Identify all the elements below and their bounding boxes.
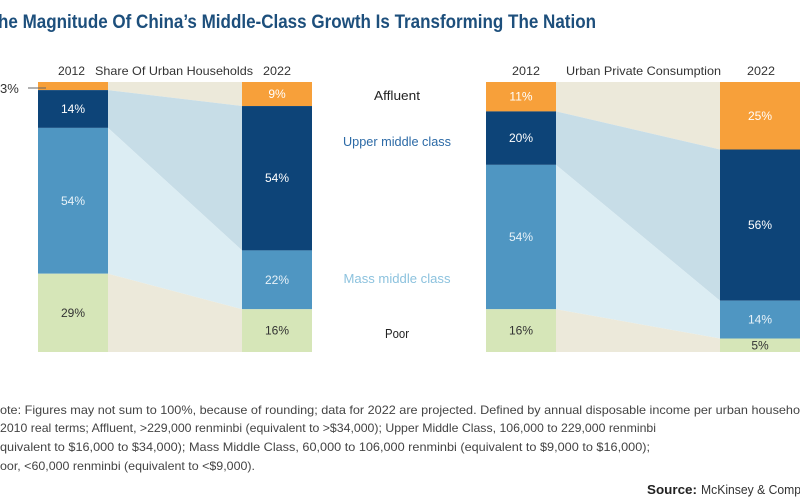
households-bar-2022-poor	[242, 309, 312, 352]
households-bar-2012-mass-middle-class	[38, 127, 108, 274]
data-label: 54%	[509, 230, 533, 244]
data-label: 56%	[748, 218, 772, 232]
label-mass-middle: Mass middle class	[344, 271, 451, 286]
consumption-bar-2022-poor	[720, 338, 800, 352]
flow-band-affluent	[108, 82, 242, 107]
flow-band-poor	[556, 309, 720, 352]
consumption-bar-2012-affluent	[486, 82, 556, 112]
source-label: Source:	[647, 482, 697, 497]
label-affluent: Affluent	[374, 88, 420, 103]
data-label: 9%	[268, 87, 286, 101]
label-upper-middle: Upper middle class	[343, 134, 451, 149]
data-label: 16%	[265, 324, 289, 338]
flow-band-upper-middle-class	[556, 111, 720, 301]
flow-band-mass-middle-class	[556, 164, 720, 339]
households-bar-2012-poor	[38, 273, 108, 352]
households-bar-2022-affluent	[242, 82, 312, 107]
right-chart-title: Urban Private Consumption	[566, 64, 721, 78]
households-bar-2022-upper-middle-class	[242, 106, 312, 251]
note-line-4: oor, <60,000 renminbi (equivalent to <$9…	[0, 459, 255, 473]
flow-band-poor	[108, 273, 242, 352]
data-label: 5%	[751, 338, 769, 352]
consumption-bar-2022-upper-middle-class	[720, 149, 800, 301]
flow-band-upper-middle-class	[108, 90, 242, 251]
note-line-3: quivalent to $16,000 to $34,000); Mass M…	[0, 440, 650, 454]
chart-title: he Magnitude Of China’s Middle-Class Gro…	[0, 12, 596, 33]
households-bar-2012-upper-middle-class	[38, 90, 108, 128]
data-label: 22%	[265, 273, 289, 287]
consumption-bar-2012-upper-middle-class	[486, 111, 556, 165]
data-label: 29%	[61, 306, 85, 320]
left-year-2022: 2022	[263, 64, 291, 78]
data-label: 11%	[509, 90, 532, 104]
data-label: 54%	[61, 194, 85, 208]
data-label: 3%	[0, 81, 19, 96]
right-year-2012: 2012	[512, 64, 540, 78]
source-text: McKinsey & Comp	[701, 482, 800, 497]
data-label: 14%	[61, 102, 85, 116]
flow-band-affluent	[556, 82, 720, 150]
left-chart-title: Share Of Urban Households	[95, 64, 253, 78]
households-bar-2022-mass-middle-class	[242, 250, 312, 310]
flow-band-mass-middle-class	[108, 127, 242, 310]
left-year-2012: 2012	[58, 64, 85, 78]
data-label: 20%	[509, 131, 533, 145]
data-label: 54%	[265, 171, 289, 185]
consumption-bar-2012-poor	[486, 309, 556, 352]
label-poor: Poor	[385, 326, 410, 341]
right-year-2022: 2022	[747, 64, 775, 78]
note-line-2: 2010 real terms; Affluent, >229,000 renm…	[0, 421, 656, 435]
households-bar-2012-affluent	[38, 82, 108, 91]
consumption-bar-2022-affluent	[720, 82, 800, 150]
data-label: 16%	[509, 324, 533, 338]
note-line-1: ote: Figures may not sum to 100%, becaus…	[0, 403, 800, 417]
consumption-bar-2012-mass-middle-class	[486, 164, 556, 310]
consumption-bar-2022-mass-middle-class	[720, 300, 800, 339]
data-label: 14%	[748, 313, 772, 327]
data-label: 25%	[748, 109, 772, 123]
